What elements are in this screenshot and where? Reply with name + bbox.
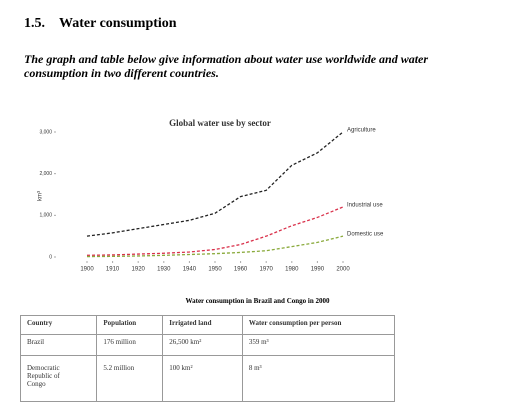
chart-title: Global water use by sector [169, 118, 271, 128]
section-number: 1.5. [24, 16, 45, 31]
x-tick-label: 1990 [311, 267, 325, 273]
cell-text: Country [27, 319, 53, 327]
x-tick-label: 1950 [208, 267, 222, 273]
cell-text: Water consumption per person [248, 319, 342, 327]
series-label: Agriculture [347, 128, 376, 134]
table-cell: Democratic Republic of Congo [19, 355, 98, 402]
y-tick-label: 0 [49, 254, 52, 260]
table-cell: 8 m³ [241, 355, 396, 402]
x-tick-label: 1910 [106, 267, 120, 273]
x-tick-label: 1900 [80, 267, 94, 273]
table-cell: 5.2 million [96, 355, 164, 402]
y-tick-label: 1,000 [39, 213, 52, 219]
table-title: Water consumption in Brazil and Congo in… [185, 297, 330, 305]
x-tick-label: 1930 [157, 267, 171, 273]
x-tick-label: 2000 [336, 267, 350, 273]
x-tick-label: 1960 [234, 267, 248, 273]
cell-text: 8 m³ [248, 364, 262, 372]
heading: 1.5. Water consumption [24, 16, 191, 32]
table-cell: Irrigated land [162, 315, 243, 335]
intro: The graph and table below give informati… [24, 52, 429, 80]
table-cell: Water consumption per person [241, 315, 396, 335]
table-cell: 26,500 km² [162, 334, 243, 356]
x-tick-label: 1920 [132, 267, 146, 273]
chart: Global water use by sector km³ 0 1,000 2,0… [38, 118, 384, 273]
y-axis-label: km³ [38, 191, 44, 201]
table-row: Brazil 176 million 26,500 km² 359 m³ [19, 334, 396, 356]
x-tick-label: 1940 [183, 267, 197, 273]
cell-text: 359 m³ [248, 338, 269, 346]
series-line [86, 131, 344, 237]
table: Country Population Irrigated land Water con… [19, 315, 396, 402]
section-title: Water consumption [59, 16, 177, 31]
table-cell: Population [96, 315, 164, 335]
table-cell: 359 m³ [241, 334, 396, 356]
table-header: Country Population Irrigated land Water con… [19, 315, 396, 335]
series-label: Industrial use [347, 203, 383, 209]
cell-text: 100 km² [169, 364, 193, 372]
table-cell: 176 million [96, 334, 164, 356]
table-row: Democratic Republic of Congo 5.2 million 1… [19, 355, 396, 402]
cell-text: 176 million [103, 338, 136, 346]
x-tick-label: 1980 [285, 267, 299, 273]
cell-text: Democratic Republic of Congo [27, 364, 60, 388]
series-line [86, 235, 344, 258]
cell-text: Irrigated land [169, 319, 212, 327]
series-label: Domestic use [347, 232, 384, 238]
x-tick-label: 1970 [260, 267, 274, 273]
series-line [86, 206, 344, 256]
y-tick-label: 3,000 [39, 129, 52, 135]
cell-text: 5.2 million [103, 364, 135, 372]
table-cell: Country [19, 315, 98, 335]
cell-text: Population [103, 319, 137, 327]
table-cell: Brazil [19, 334, 98, 356]
y-tick-label: 2,000 [39, 171, 52, 177]
cell-text: Brazil [27, 338, 45, 346]
cell-text: 26,500 km² [169, 338, 202, 346]
table-cell: 100 km² [162, 355, 243, 402]
